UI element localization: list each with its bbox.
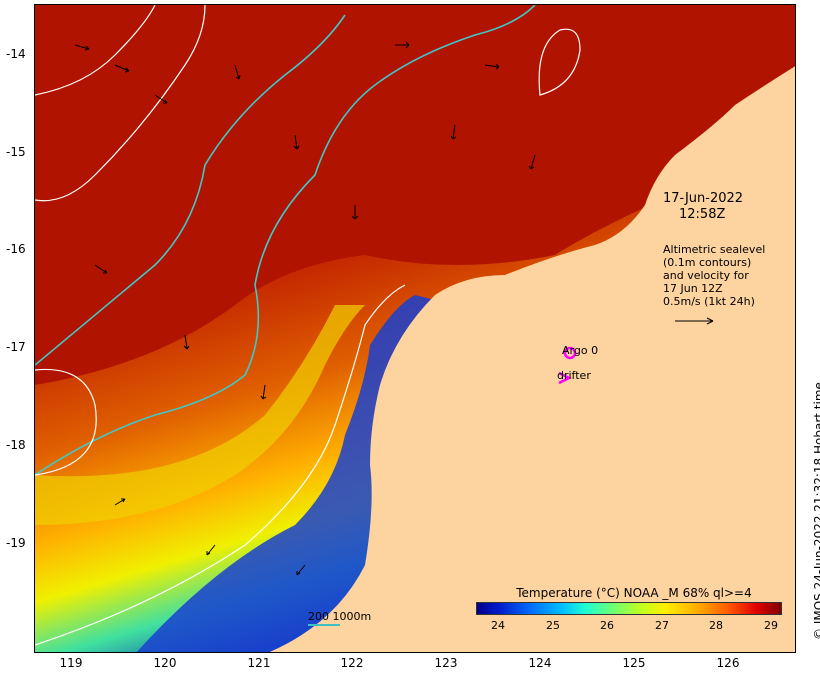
x-tick-label: 122: [340, 656, 364, 670]
bathymetry-scale-line: [308, 624, 340, 626]
x-tick-label: 126: [716, 656, 740, 670]
colorbar-gradient: [476, 602, 782, 615]
legend-argo-label: Argo 0: [562, 344, 599, 357]
y-tick-label: -18: [6, 438, 26, 452]
timestamp-date: 17-Jun-2022: [663, 191, 744, 206]
colorbar-tick: 26: [600, 619, 614, 632]
altimetry-note: Altimetric sealevel (0.1m contours) and …: [663, 243, 765, 308]
altimetry-line: (0.1m contours): [663, 256, 752, 269]
x-tick-label: 119: [59, 656, 83, 670]
colorbar-tick: 24: [491, 619, 505, 632]
colorbar-tick: 29: [764, 619, 778, 632]
y-tick-label: -14: [6, 47, 26, 61]
colorbar-title: Temperature (°C) NOAA _M 68% ql>=4: [516, 586, 752, 600]
bathymetry-line-2: [35, 14, 346, 366]
sst-mid-band: [35, 305, 365, 525]
y-tick-label: -16: [6, 242, 26, 256]
x-tick-label: 120: [153, 656, 177, 670]
y-tick-label: -15: [6, 145, 26, 159]
sealevel-contour-5: [35, 284, 406, 646]
y-tick-label: -19: [6, 536, 26, 550]
image-timestamp: 17-Jun-2022 12:58Z: [663, 191, 743, 223]
altimetry-line: and velocity for: [663, 269, 749, 282]
colorbar-tick: 27: [655, 619, 669, 632]
sst-warm-core: [35, 5, 795, 385]
altimetry-line: 0.5m/s (1kt 24h): [663, 295, 755, 308]
bathymetry-scale-label: 200 1000m: [308, 610, 372, 623]
y-tick-label: -17: [6, 340, 26, 354]
timestamp-time: 12:58Z: [679, 207, 726, 222]
x-tick-label: 123: [434, 656, 458, 670]
colorbar-tick: 25: [546, 619, 560, 632]
sealevel-contour-3: [538, 28, 581, 96]
bathymetry-line: [35, 5, 536, 476]
colorbar-tick: 28: [709, 619, 723, 632]
altimetry-line: 17 Jun 12Z: [663, 282, 723, 295]
sealevel-contour-2: [35, 5, 206, 202]
altimetry-line: Altimetric sealevel: [663, 243, 766, 256]
temperature-colorbar: Temperature (°C) NOAA _M 68% ql>=4 24 25…: [476, 586, 782, 632]
x-tick-label: 124: [528, 656, 552, 670]
legend-drifter-label: drifter: [557, 369, 591, 382]
sst-map-frame[interactable]: [34, 4, 796, 653]
velocity-arrows: [74, 41, 714, 576]
sealevel-contour-4: [35, 368, 97, 476]
copyright-text: © IMOS 24-Jun-2022 21:32:18 Hobart time: [812, 382, 820, 640]
sst-map: [35, 5, 795, 652]
land: [269, 66, 795, 652]
x-tick-label: 121: [247, 656, 271, 670]
drifter-marker: [558, 371, 572, 385]
x-tick-label: 125: [622, 656, 646, 670]
argo-marker: [563, 346, 577, 360]
sealevel-contour: [35, 5, 156, 96]
